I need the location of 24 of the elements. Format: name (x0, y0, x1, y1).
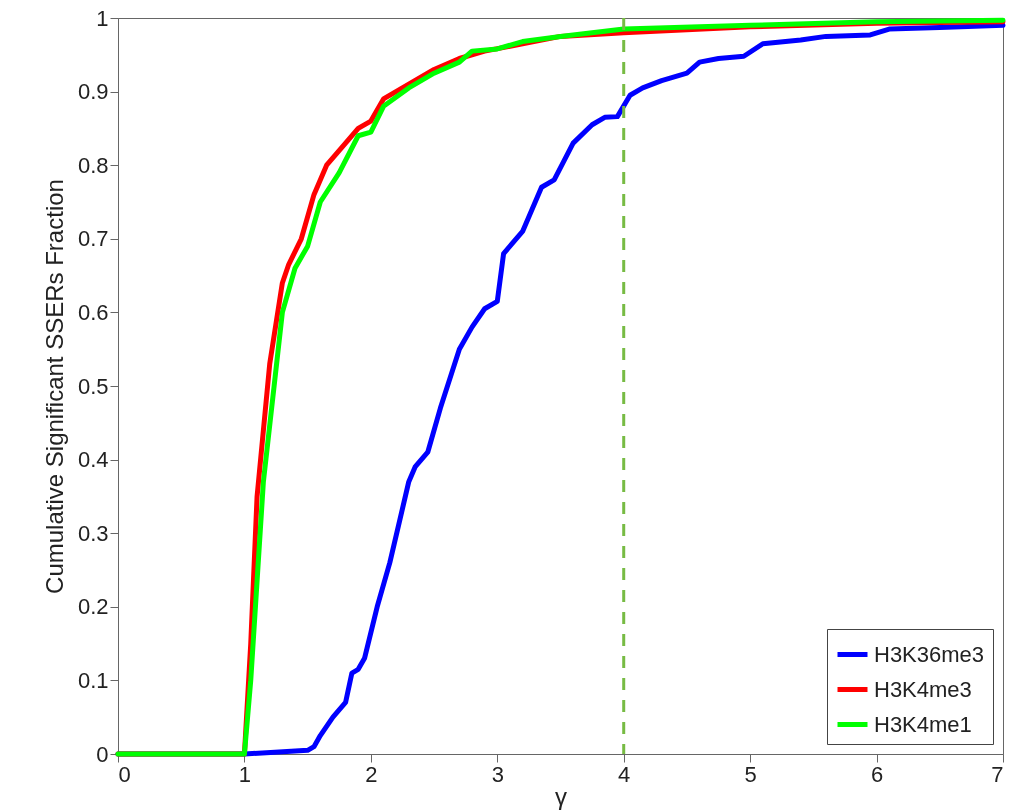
x-tick-label: 0 (118, 761, 131, 787)
x-tick-label: 2 (365, 761, 378, 787)
y-axis-title: Cumulative Significant SSERs Fraction (40, 179, 68, 594)
y-tick-label: 0.3 (77, 520, 109, 546)
legend-label: H3K36me3 (874, 641, 985, 667)
y-tick-label: 0.9 (77, 79, 109, 105)
y-tick-label: 0.4 (77, 447, 109, 473)
x-tick-label: 7 (991, 761, 1004, 787)
legend-label: H3K4me1 (874, 711, 972, 737)
x-tick-label: 4 (618, 761, 631, 787)
y-tick-label: 0.8 (77, 152, 109, 178)
x-axis-title: γ (555, 782, 567, 810)
x-tick-label: 3 (491, 761, 504, 787)
legend-label: H3K4me3 (874, 676, 972, 702)
x-tick-label: 6 (870, 761, 884, 787)
x-tick-label: 5 (744, 761, 757, 787)
y-tick-label: 1 (96, 5, 109, 31)
y-tick-label: 0.7 (77, 226, 109, 252)
x-tick-label: 1 (238, 761, 252, 787)
y-tick-label: 0.1 (77, 667, 109, 693)
y-tick-label: 0.2 (77, 594, 109, 620)
y-tick-label: 0.6 (77, 299, 109, 325)
y-tick-label: 0 (96, 741, 109, 767)
y-tick-label: 0.5 (77, 373, 109, 399)
